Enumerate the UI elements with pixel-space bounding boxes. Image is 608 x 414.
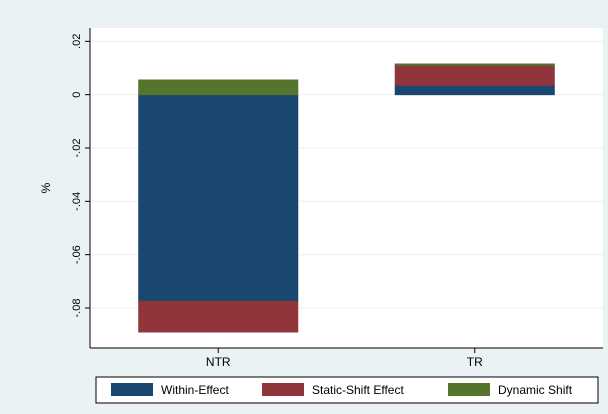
y-tick-label: -.06 xyxy=(71,245,83,264)
y-tick-label: .02 xyxy=(71,34,83,49)
bar-ntr-static-shift-effect xyxy=(138,300,299,333)
x-tick-label: NTR xyxy=(206,355,231,369)
x-tick-label: TR xyxy=(467,355,483,369)
legend: Within-Effect Static-Shift Effect Dynamic … xyxy=(95,376,599,404)
legend-label: Static-Shift Effect xyxy=(312,383,404,397)
y-tick-label: 0 xyxy=(71,92,83,98)
bar-ntr-dynamic-shift xyxy=(138,79,299,96)
bar-tr-within-effect xyxy=(394,84,555,96)
x-ticks: NTR TR xyxy=(206,348,483,369)
y-tick-label: -.02 xyxy=(71,139,83,158)
y-axis-title: % xyxy=(39,182,53,193)
y-tick-label: -.04 xyxy=(71,192,83,211)
legend-swatch xyxy=(448,383,490,396)
bar-ntr-within-effect xyxy=(138,94,299,302)
legend-box xyxy=(95,376,599,404)
y-tick-label: -.08 xyxy=(71,299,83,318)
y-ticks: .02 0 -.02 -.04 -.06 -.08 xyxy=(71,34,90,318)
bar-tr-static-shift-effect xyxy=(394,64,555,86)
legend-label: Dynamic Shift xyxy=(498,383,573,397)
bars xyxy=(138,63,555,333)
legend-swatch xyxy=(111,383,153,396)
legend-label: Within-Effect xyxy=(161,383,229,397)
legend-swatch xyxy=(262,383,304,396)
bar-tr-dynamic-shift xyxy=(394,63,555,66)
